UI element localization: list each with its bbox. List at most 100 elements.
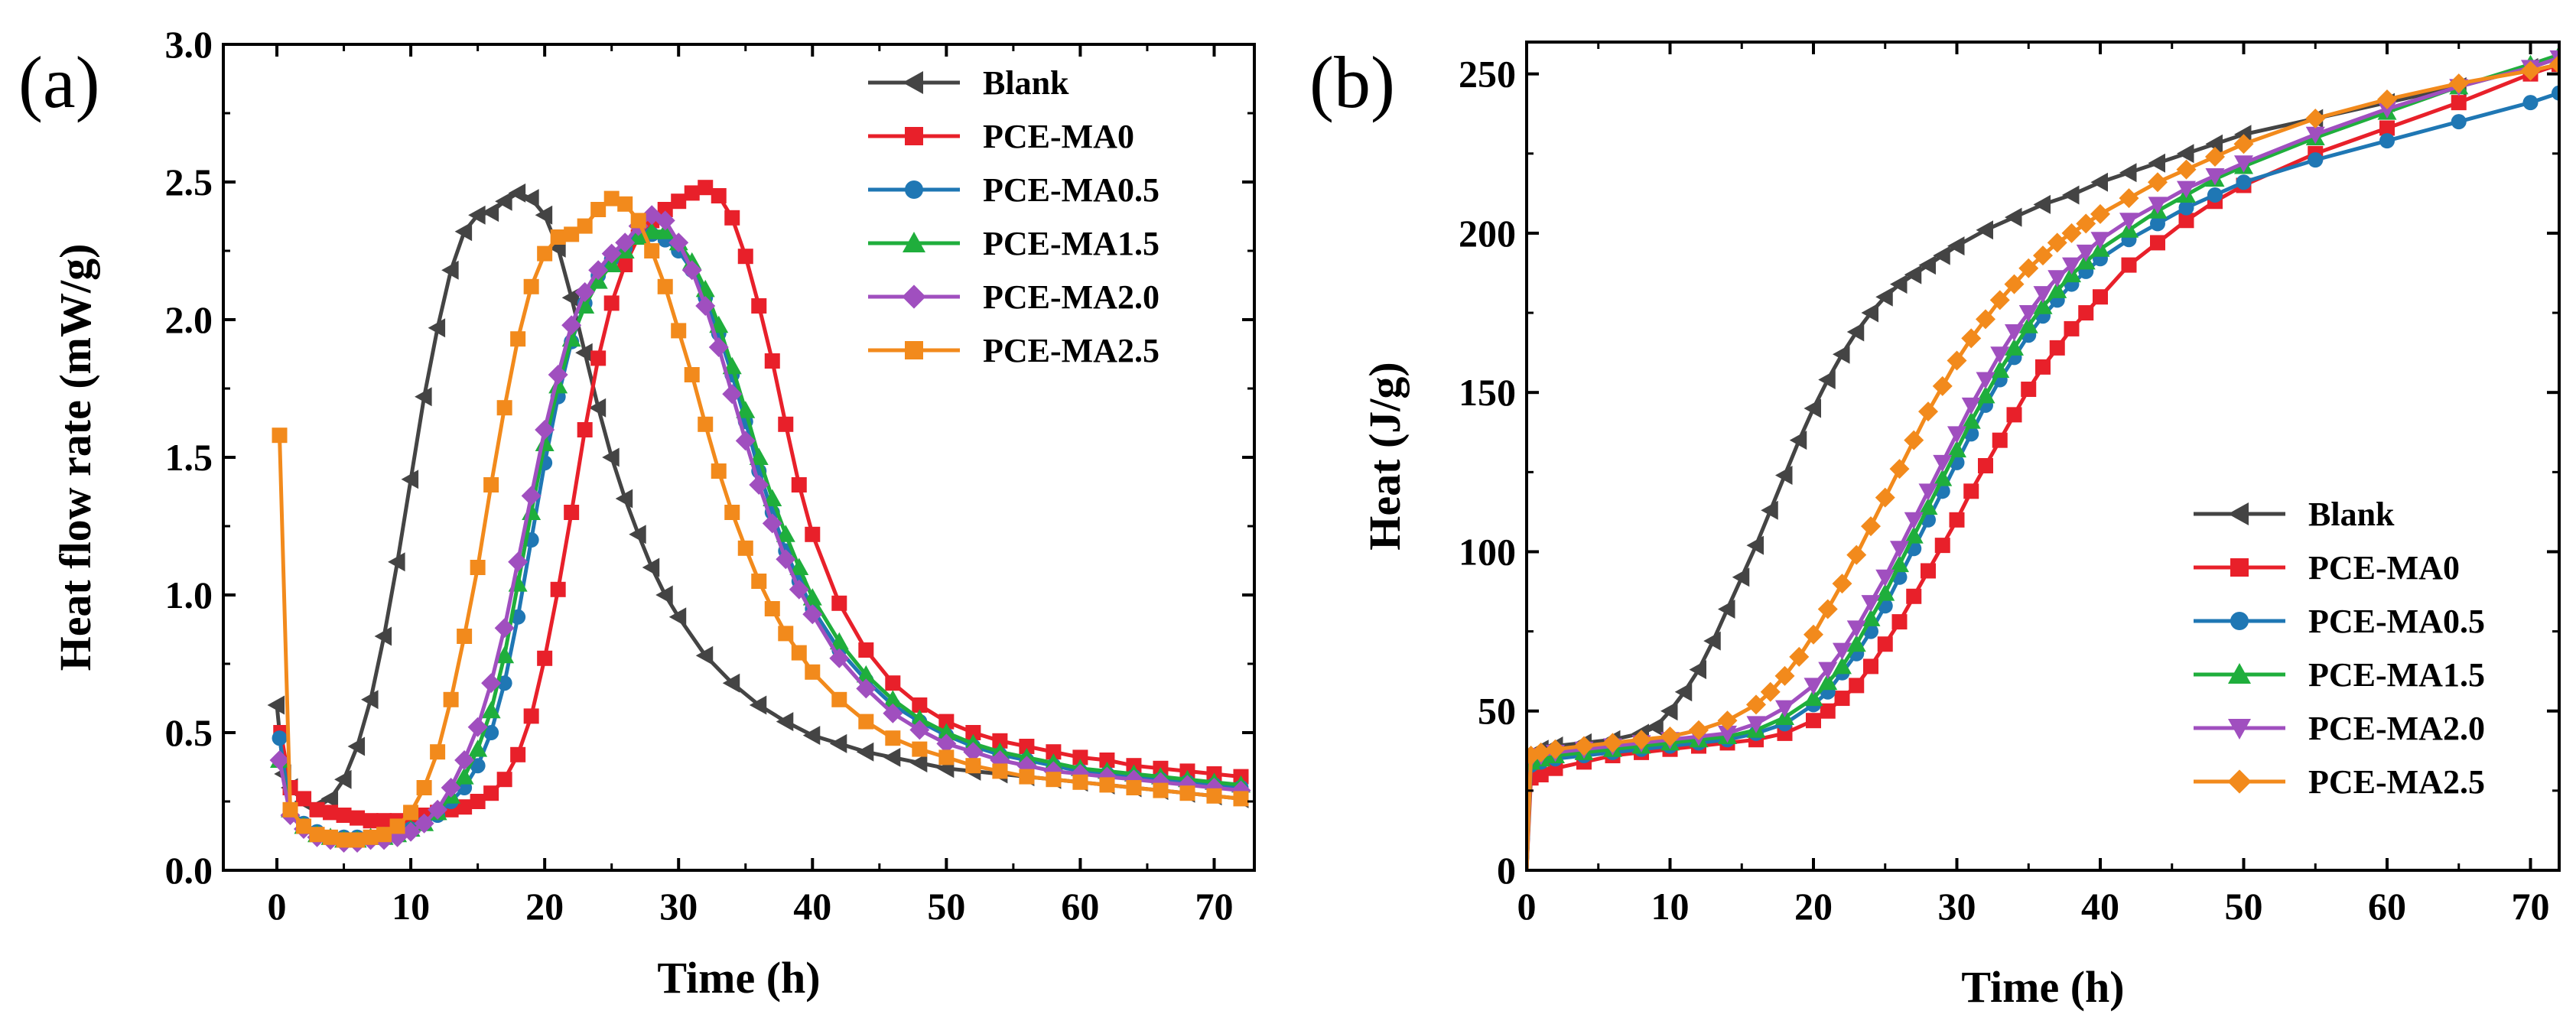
data-point <box>2148 197 2168 214</box>
data-point <box>550 581 566 597</box>
y-tick-label: 1.5 <box>165 436 213 479</box>
data-point <box>617 196 633 212</box>
y-tick-label: 200 <box>1459 212 1516 255</box>
legend: Blank PCE-MA0 PCE-MA0.5 PCE-MA1.5 PCE-MA2.0 P… <box>2194 496 2485 801</box>
data-point <box>2018 305 2038 323</box>
data-point <box>2090 203 2110 224</box>
data-point <box>2119 213 2139 230</box>
data-point <box>1761 500 1778 520</box>
data-point <box>655 585 673 605</box>
data-point <box>936 733 957 754</box>
data-point <box>2520 60 2541 81</box>
data-point <box>2121 257 2137 273</box>
data-point <box>735 431 756 451</box>
y-axis: 0.0 0.5 1.0 1.5 2.0 2.5 3.0 <box>165 23 1254 892</box>
data-point <box>831 691 847 707</box>
data-point <box>1703 631 1721 651</box>
data-point <box>749 695 767 715</box>
data-point <box>885 675 901 691</box>
data-point <box>1933 469 1953 486</box>
data-point <box>481 701 501 719</box>
data-point <box>1918 401 1938 422</box>
data-point <box>805 526 821 542</box>
data-point <box>2176 159 2197 180</box>
data-point <box>550 229 566 245</box>
data-point <box>2090 172 2108 192</box>
data-point <box>535 420 555 440</box>
data-point <box>1875 584 1895 601</box>
data-point <box>1961 397 1981 415</box>
data-point <box>856 665 876 683</box>
data-point <box>1978 457 1993 473</box>
data-point <box>2150 216 2165 232</box>
data-point <box>776 525 795 542</box>
x-tick-label: 70 <box>1195 885 1233 928</box>
y-tick-label: 100 <box>1459 530 1516 573</box>
data-point <box>603 295 620 311</box>
data-point <box>575 343 593 362</box>
data-point <box>1126 780 1142 795</box>
data-point <box>401 470 419 489</box>
data-point <box>548 365 568 385</box>
data-point <box>749 475 769 495</box>
data-point <box>1832 574 1852 594</box>
data-point <box>2205 167 2225 186</box>
series-pce-ma2-5 <box>1527 54 2559 870</box>
data-point <box>481 203 499 223</box>
legend-marker <box>903 232 925 252</box>
data-point <box>2035 359 2051 375</box>
data-point <box>1918 483 1938 501</box>
data-point <box>737 249 753 265</box>
data-point <box>858 642 874 658</box>
legend-label: PCE-MA2.0 <box>983 278 1160 316</box>
data-point <box>657 202 673 217</box>
data-point <box>724 505 740 520</box>
data-point <box>483 725 499 740</box>
legend-label: PCE-MA1.5 <box>2308 656 2485 694</box>
data-point <box>403 805 419 821</box>
data-point <box>764 353 780 369</box>
data-point <box>323 829 339 845</box>
data-point <box>965 725 981 740</box>
legend-marker <box>902 284 926 309</box>
data-point <box>309 827 325 843</box>
plot-area <box>267 180 1251 853</box>
legend-item-pce-ma2-0: PCE-MA2.0 <box>868 278 1160 316</box>
data-point <box>441 778 461 798</box>
data-point <box>909 753 928 773</box>
data-point <box>856 678 877 699</box>
data-point <box>642 222 662 239</box>
x-tick-label: 60 <box>2368 885 2406 928</box>
data-point <box>909 709 929 727</box>
data-point <box>1660 727 1680 747</box>
data-point <box>1533 767 1549 783</box>
data-point <box>1746 694 1766 715</box>
x-tick-label: 30 <box>659 885 698 928</box>
data-point <box>2005 324 2024 342</box>
data-point <box>1718 599 1735 619</box>
data-point <box>1846 322 1865 342</box>
data-point <box>724 210 740 226</box>
data-point <box>711 463 727 479</box>
data-point <box>642 558 660 577</box>
x-axis: 0 10 20 30 40 50 60 70 <box>268 44 1233 928</box>
data-point <box>883 703 903 723</box>
data-point <box>762 513 782 534</box>
data-point <box>508 551 529 572</box>
data-point <box>1072 774 1088 790</box>
data-point <box>1818 672 1838 691</box>
data-point <box>2177 180 2196 199</box>
x-tick-label: 50 <box>2225 885 2263 928</box>
data-point <box>1861 595 1881 613</box>
data-point <box>1833 642 1852 661</box>
data-point <box>454 222 473 242</box>
data-point <box>494 618 515 639</box>
data-point <box>457 629 473 644</box>
data-point <box>1775 700 1794 718</box>
data-point <box>722 356 742 375</box>
x-tick-label: 60 <box>1061 885 1099 928</box>
legend-marker <box>903 71 923 94</box>
data-point <box>350 832 366 848</box>
data-point <box>1918 255 1936 275</box>
y-tick-label: 250 <box>1459 53 1516 96</box>
